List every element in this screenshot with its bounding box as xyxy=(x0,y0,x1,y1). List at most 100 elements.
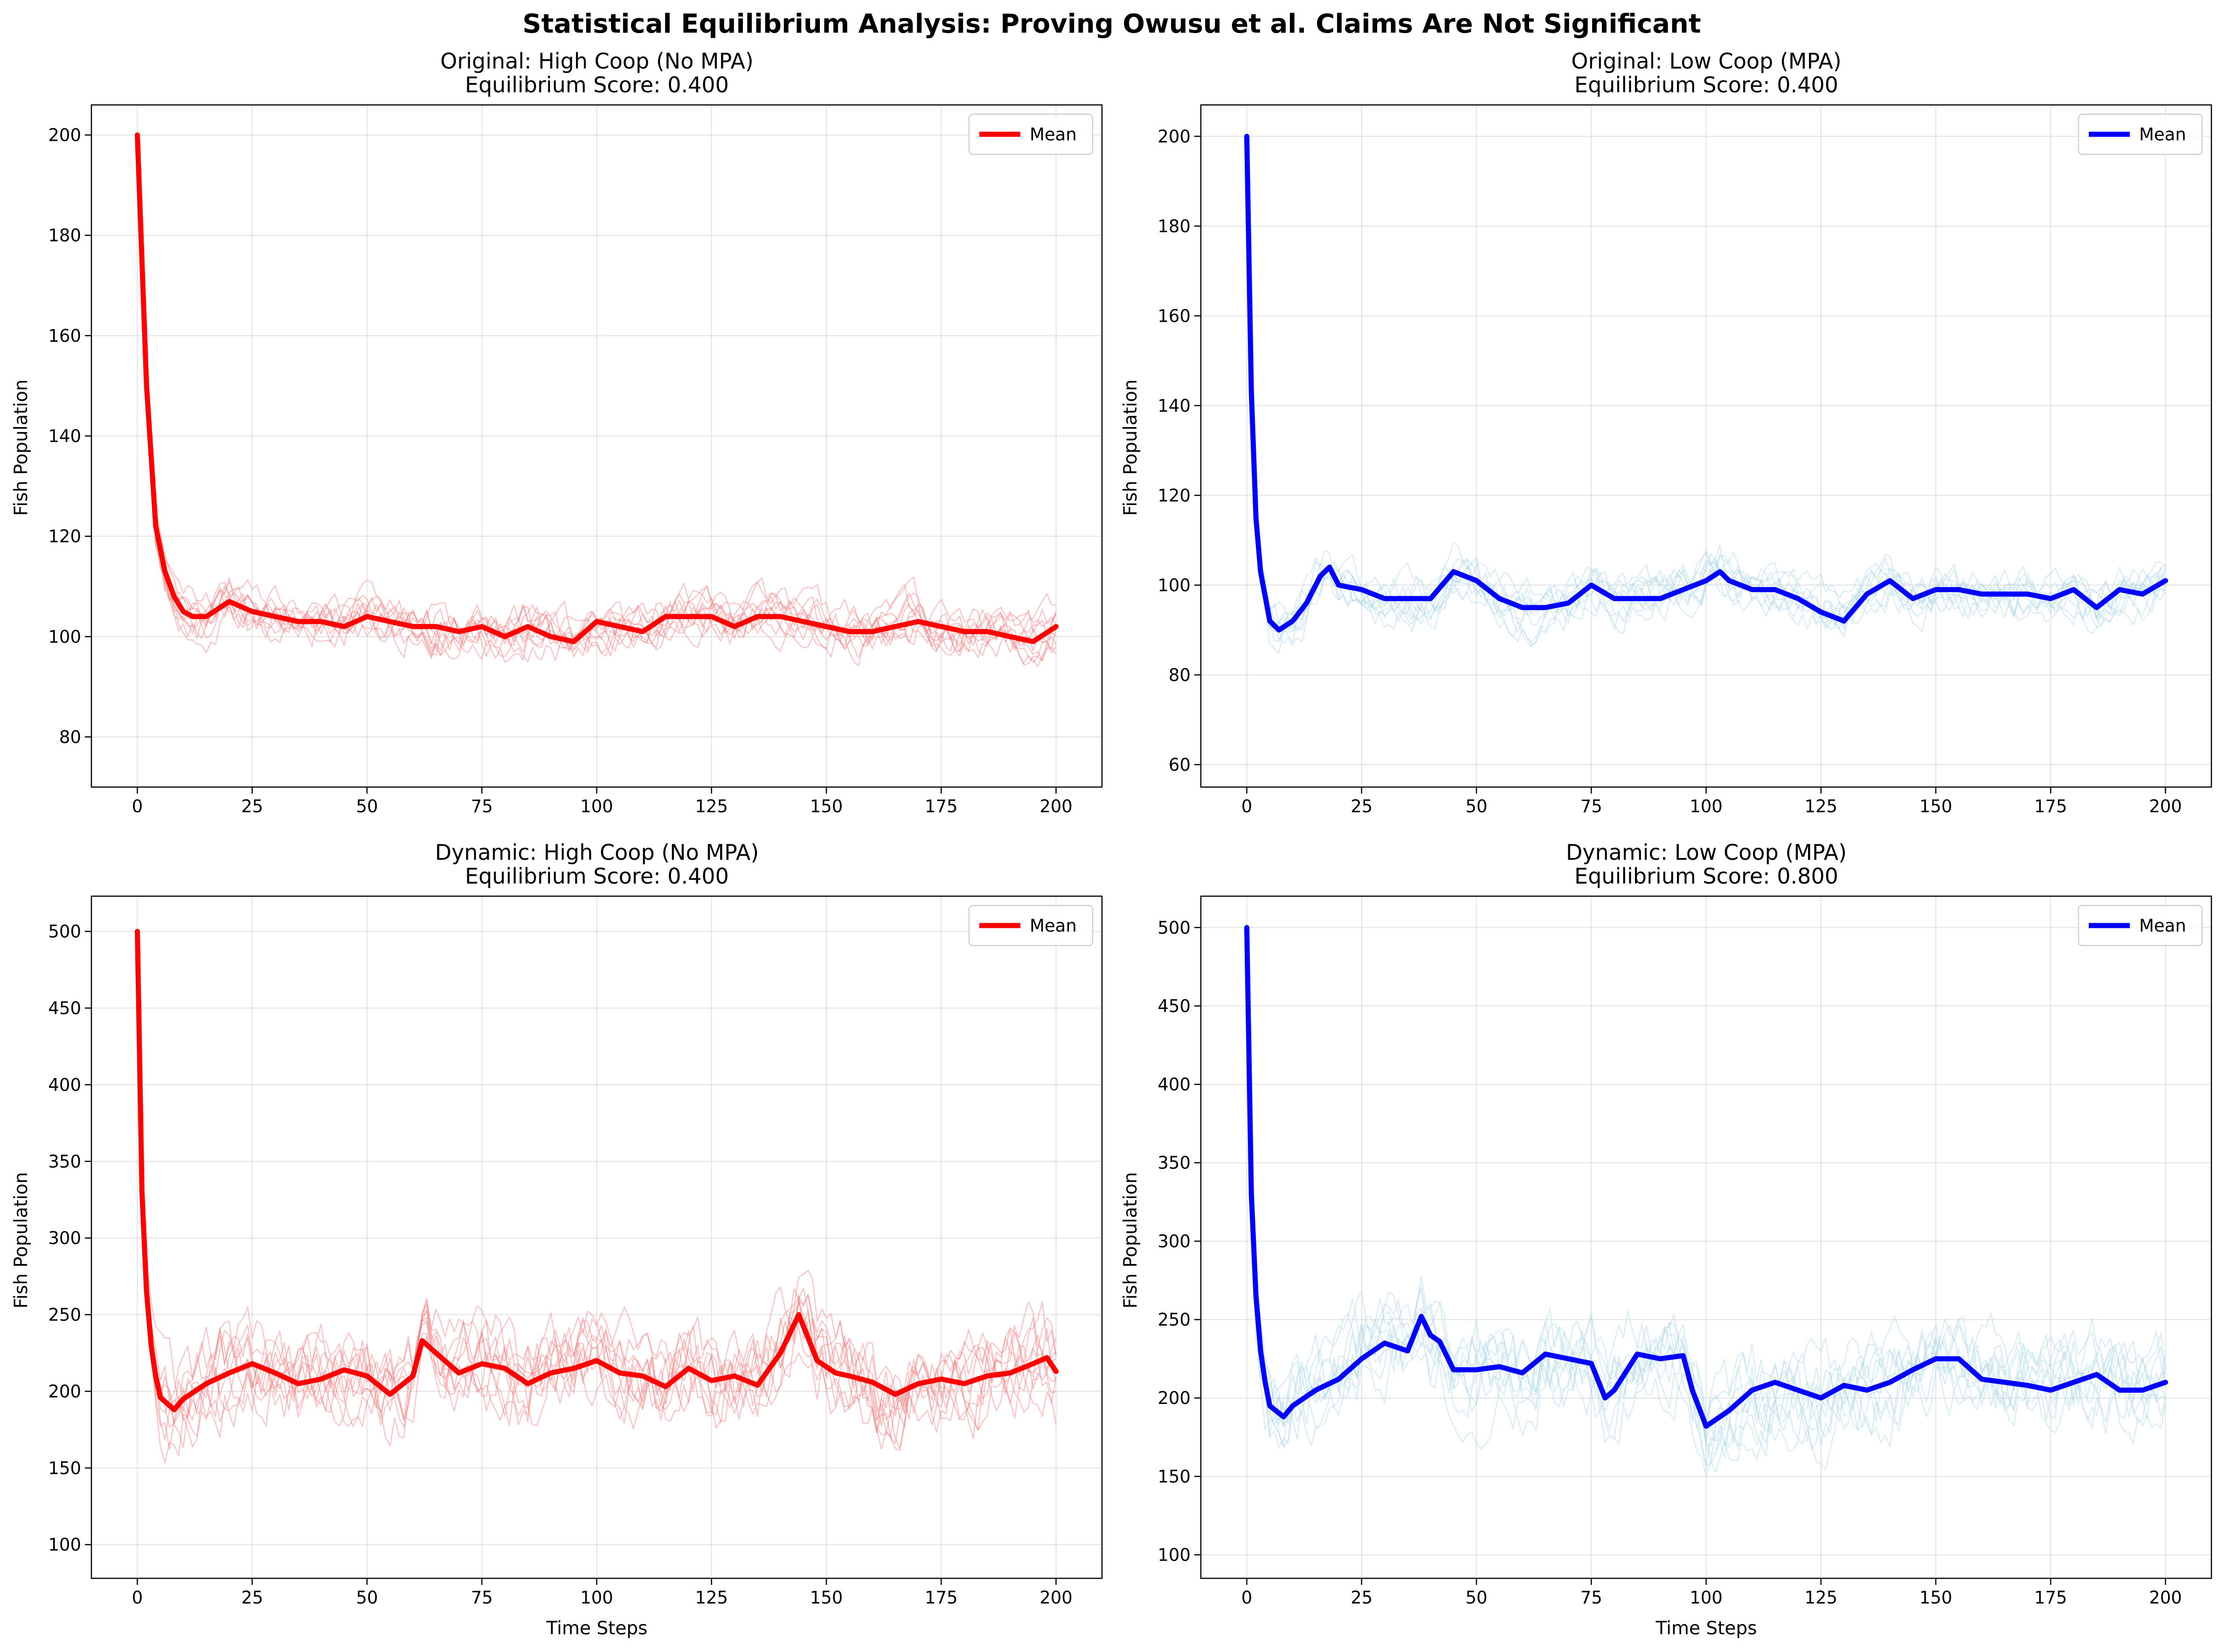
x-tick-label: 25 xyxy=(241,796,263,816)
x-tick-label: 0 xyxy=(132,796,143,816)
replicate-line xyxy=(137,931,1057,1449)
replicate-line xyxy=(1246,927,2166,1460)
legend-label: Mean xyxy=(2139,124,2186,145)
y-tick-label: 120 xyxy=(1157,485,1191,505)
x-tick-label: 200 xyxy=(1039,796,1073,816)
y-axis-label: Fish Population xyxy=(1120,380,1141,516)
legend: Mean xyxy=(2078,113,2203,155)
y-axis-label: Fish Population xyxy=(11,1172,32,1309)
plot-area: 0 25 50 75 100 125 150 175 200 100 150 200 250 300 350… xyxy=(1157,895,2212,1608)
series-layer xyxy=(135,132,1059,667)
figure-title: Statistical Equilibrium Analysis: Provin… xyxy=(522,9,1701,39)
y-tick-label: 450 xyxy=(48,998,81,1018)
replicate-line xyxy=(137,135,1057,666)
plot-frame xyxy=(90,104,1103,788)
legend-box xyxy=(2078,113,2203,155)
panel-original-high-coop: Original: High Coop (No MPA) Equilibrium… xyxy=(11,48,1103,816)
panel-subtitle: Equilibrium Score: 0.400 xyxy=(465,864,729,889)
y-tick-label: 150 xyxy=(1157,1466,1191,1486)
replicate-line xyxy=(1246,136,2166,646)
y-tick-label: 100 xyxy=(48,1535,81,1555)
x-tick-label: 175 xyxy=(2034,796,2067,816)
y-tick-label: 200 xyxy=(48,1382,81,1402)
replicate-line xyxy=(1246,136,2166,654)
x-tick-label: 50 xyxy=(356,796,378,816)
x-tick-label: 0 xyxy=(1241,1588,1253,1608)
legend: Mean xyxy=(968,113,1094,155)
legend-label: Mean xyxy=(1030,916,1077,936)
x-tick-label: 75 xyxy=(471,1588,493,1608)
replicate-line xyxy=(137,135,1057,659)
panel-subtitle: Equilibrium Score: 0.400 xyxy=(465,72,729,97)
x-tick-label: 25 xyxy=(241,1588,263,1608)
y-tick-label: 250 xyxy=(48,1305,81,1325)
mean-line xyxy=(135,132,1059,644)
panel-dynamic-low-coop: Dynamic: Low Coop (MPA) Equilibrium Scor… xyxy=(1120,840,2212,1639)
replicate-line xyxy=(137,931,1057,1446)
panel-subtitle: Equilibrium Score: 0.400 xyxy=(1574,72,1838,97)
x-tick-label: 125 xyxy=(1804,796,1837,816)
plot-area: 0 25 50 75 100 125 150 175 200 60 80 100 120 140 160 18… xyxy=(1157,104,2212,816)
y-tick-label: 300 xyxy=(1157,1231,1191,1251)
plot-frame xyxy=(90,895,1103,1579)
legend-box xyxy=(968,905,1094,947)
x-axis-label: Time Steps xyxy=(546,1618,648,1639)
panel-title: Original: High Coop (No MPA) xyxy=(440,48,754,74)
replicate-line xyxy=(137,931,1057,1448)
y-tick-label: 400 xyxy=(1157,1075,1191,1095)
x-tick-label: 50 xyxy=(356,1588,378,1608)
x-tick-label: 75 xyxy=(1580,796,1602,816)
replicate-line xyxy=(137,931,1057,1451)
replicate-line xyxy=(1246,136,2166,643)
replicate-line xyxy=(137,931,1056,1438)
replicate-line xyxy=(137,135,1057,651)
y-tick-label: 350 xyxy=(1157,1153,1191,1173)
x-tick-label: 150 xyxy=(1919,796,1953,816)
x-tick-label: 75 xyxy=(471,796,493,816)
x-tick-label: 150 xyxy=(1919,1588,1953,1608)
y-tick-label: 140 xyxy=(1157,396,1191,416)
legend: Mean xyxy=(2078,905,2203,947)
x-tick-label: 25 xyxy=(1351,1588,1372,1608)
legend-label: Mean xyxy=(1030,124,1077,145)
replicate-line xyxy=(137,135,1057,667)
x-axis-label: Time Steps xyxy=(1656,1618,1757,1639)
y-tick-label: 80 xyxy=(59,727,81,747)
panel-title: Dynamic: High Coop (No MPA) xyxy=(435,840,759,865)
legend-box xyxy=(2078,905,2203,947)
x-tick-label: 125 xyxy=(695,1588,728,1608)
y-tick-label: 120 xyxy=(48,526,81,546)
replicate-line xyxy=(137,135,1057,661)
y-tick-label: 80 xyxy=(1169,665,1191,685)
series-layer xyxy=(135,929,1059,1464)
x-tick-label: 150 xyxy=(810,1588,843,1608)
replicate-line xyxy=(1246,927,2166,1473)
replicate-line xyxy=(137,135,1056,663)
y-tick-label: 400 xyxy=(48,1075,81,1095)
panel-subtitle: Equilibrium Score: 0.800 xyxy=(1574,864,1838,889)
x-tick-label: 200 xyxy=(2149,796,2182,816)
x-tick-label: 25 xyxy=(1351,796,1372,816)
replicate-line xyxy=(1246,136,2166,634)
panel-dynamic-high-coop: Dynamic: High Coop (No MPA) Equilibrium … xyxy=(11,840,1103,1639)
plot-frame xyxy=(1200,104,2212,788)
plot-area: 0 25 50 75 100 125 150 175 200 100 150 200 250 300 350… xyxy=(48,895,1103,1608)
x-tick-label: 125 xyxy=(1804,1588,1837,1608)
x-tick-label: 175 xyxy=(2034,1588,2067,1608)
mean-line xyxy=(1244,925,2168,1429)
replicate-line xyxy=(1246,136,2166,633)
mean-line xyxy=(135,929,1059,1412)
x-tick-label: 0 xyxy=(132,1588,143,1608)
mean-line xyxy=(1244,133,2168,633)
panel-original-low-coop: Original: Low Coop (MPA) Equilibrium Sco… xyxy=(1120,48,2212,816)
y-tick-label: 500 xyxy=(1157,918,1191,938)
legend: Mean xyxy=(968,905,1094,947)
replicate-line xyxy=(1246,927,2166,1466)
replicate-line xyxy=(1246,136,2166,632)
x-tick-label: 100 xyxy=(580,796,613,816)
y-tick-label: 100 xyxy=(48,627,81,647)
y-tick-label: 200 xyxy=(48,125,81,145)
plot-area: 0 25 50 75 100 125 150 175 200 80 100 120 140 160 180 2… xyxy=(48,104,1103,816)
series-layer xyxy=(1244,133,2168,654)
